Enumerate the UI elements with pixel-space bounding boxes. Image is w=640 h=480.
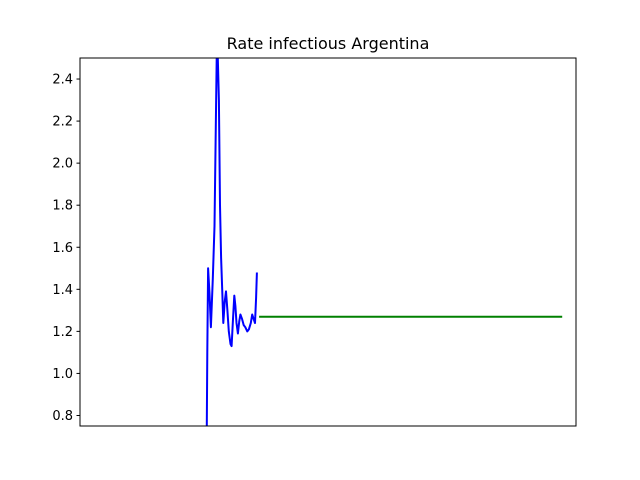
y-tick-label: 1.0 (52, 367, 73, 382)
y-tick-label: 2.0 (52, 157, 73, 172)
y-tick-label: 1.8 (52, 199, 73, 214)
y-axis: 0.8 1.0 1.2 1.4 1.6 1.8 2.0 2.2 2.4 (52, 73, 80, 424)
series-line-1 (205, 58, 258, 426)
y-tick-label: 0.8 (52, 409, 73, 424)
series-layer (205, 58, 563, 426)
y-tick-label: 1.6 (52, 241, 73, 256)
plot-frame (79, 57, 577, 427)
y-tick-label: 1.2 (52, 325, 73, 340)
chart-title: Rate infectious Argentina (227, 34, 430, 53)
y-tick-label: 2.4 (52, 73, 73, 88)
y-tick-label: 1.4 (52, 283, 73, 298)
y-tick-label: 2.2 (52, 115, 73, 130)
